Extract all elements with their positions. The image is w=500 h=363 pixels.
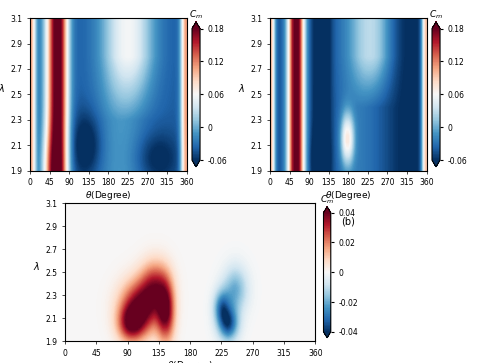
Y-axis label: $\lambda$: $\lambda$: [34, 260, 40, 272]
Title: $C_m$: $C_m$: [320, 193, 334, 206]
X-axis label: $\theta$(Degree): $\theta$(Degree): [167, 359, 214, 363]
Y-axis label: $\lambda$: $\lambda$: [238, 82, 246, 94]
PathPatch shape: [432, 160, 440, 167]
X-axis label: $\theta$(Degree): $\theta$(Degree): [325, 189, 372, 201]
X-axis label: $\theta$(Degree): $\theta$(Degree): [85, 189, 132, 201]
Y-axis label: $\lambda$: $\lambda$: [0, 82, 6, 94]
PathPatch shape: [192, 22, 200, 29]
PathPatch shape: [192, 160, 200, 167]
Title: $C_m$: $C_m$: [189, 9, 203, 21]
PathPatch shape: [432, 22, 440, 29]
PathPatch shape: [324, 207, 331, 213]
Text: (a): (a): [102, 216, 115, 227]
Title: $C_m$: $C_m$: [429, 9, 443, 21]
PathPatch shape: [324, 332, 331, 338]
Text: (b): (b): [342, 216, 355, 227]
